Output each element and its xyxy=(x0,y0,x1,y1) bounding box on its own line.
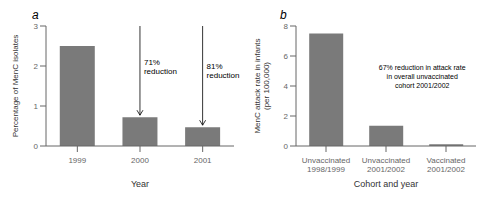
svg-text:0: 0 xyxy=(34,142,39,151)
svg-text:6: 6 xyxy=(284,52,289,61)
html-text:a: a xyxy=(32,8,39,22)
svg-text:Cohort and year: Cohort and year xyxy=(354,179,419,189)
svg-text:0: 0 xyxy=(284,142,289,151)
svg-text:71%reduction: 71%reduction xyxy=(144,58,177,76)
svg-text:Year: Year xyxy=(131,179,149,189)
svg-text:8: 8 xyxy=(284,22,289,31)
svg-text:2000: 2000 xyxy=(131,156,149,165)
svg-text:1999: 1999 xyxy=(68,156,86,165)
svg-text:67% reduction in attack ratein: 67% reduction in attack ratein overall u… xyxy=(379,64,466,89)
svg-text:Vaccinated2001/2002: Vaccinated2001/2002 xyxy=(427,156,466,174)
svg-text:MenC attack rate in infants(pe: MenC attack rate in infants(per 100,000) xyxy=(253,38,271,133)
svg-text:2001: 2001 xyxy=(194,156,212,165)
svg-text:2: 2 xyxy=(34,62,39,71)
svg-text:1: 1 xyxy=(34,102,39,111)
svg-text:Percentage of MenC isolates: Percentage of MenC isolates xyxy=(11,35,20,138)
svg-text:Unvaccinated2001/2002: Unvaccinated2001/2002 xyxy=(362,156,410,174)
svg-text:81%reduction: 81%reduction xyxy=(207,62,240,80)
svg-text:Unvaccinated1998/1999: Unvaccinated1998/1999 xyxy=(302,156,350,174)
html-text:b: b xyxy=(280,8,287,22)
svg-text:2: 2 xyxy=(284,112,289,121)
svg-text:4: 4 xyxy=(284,82,289,91)
svg-text:3: 3 xyxy=(34,22,39,31)
